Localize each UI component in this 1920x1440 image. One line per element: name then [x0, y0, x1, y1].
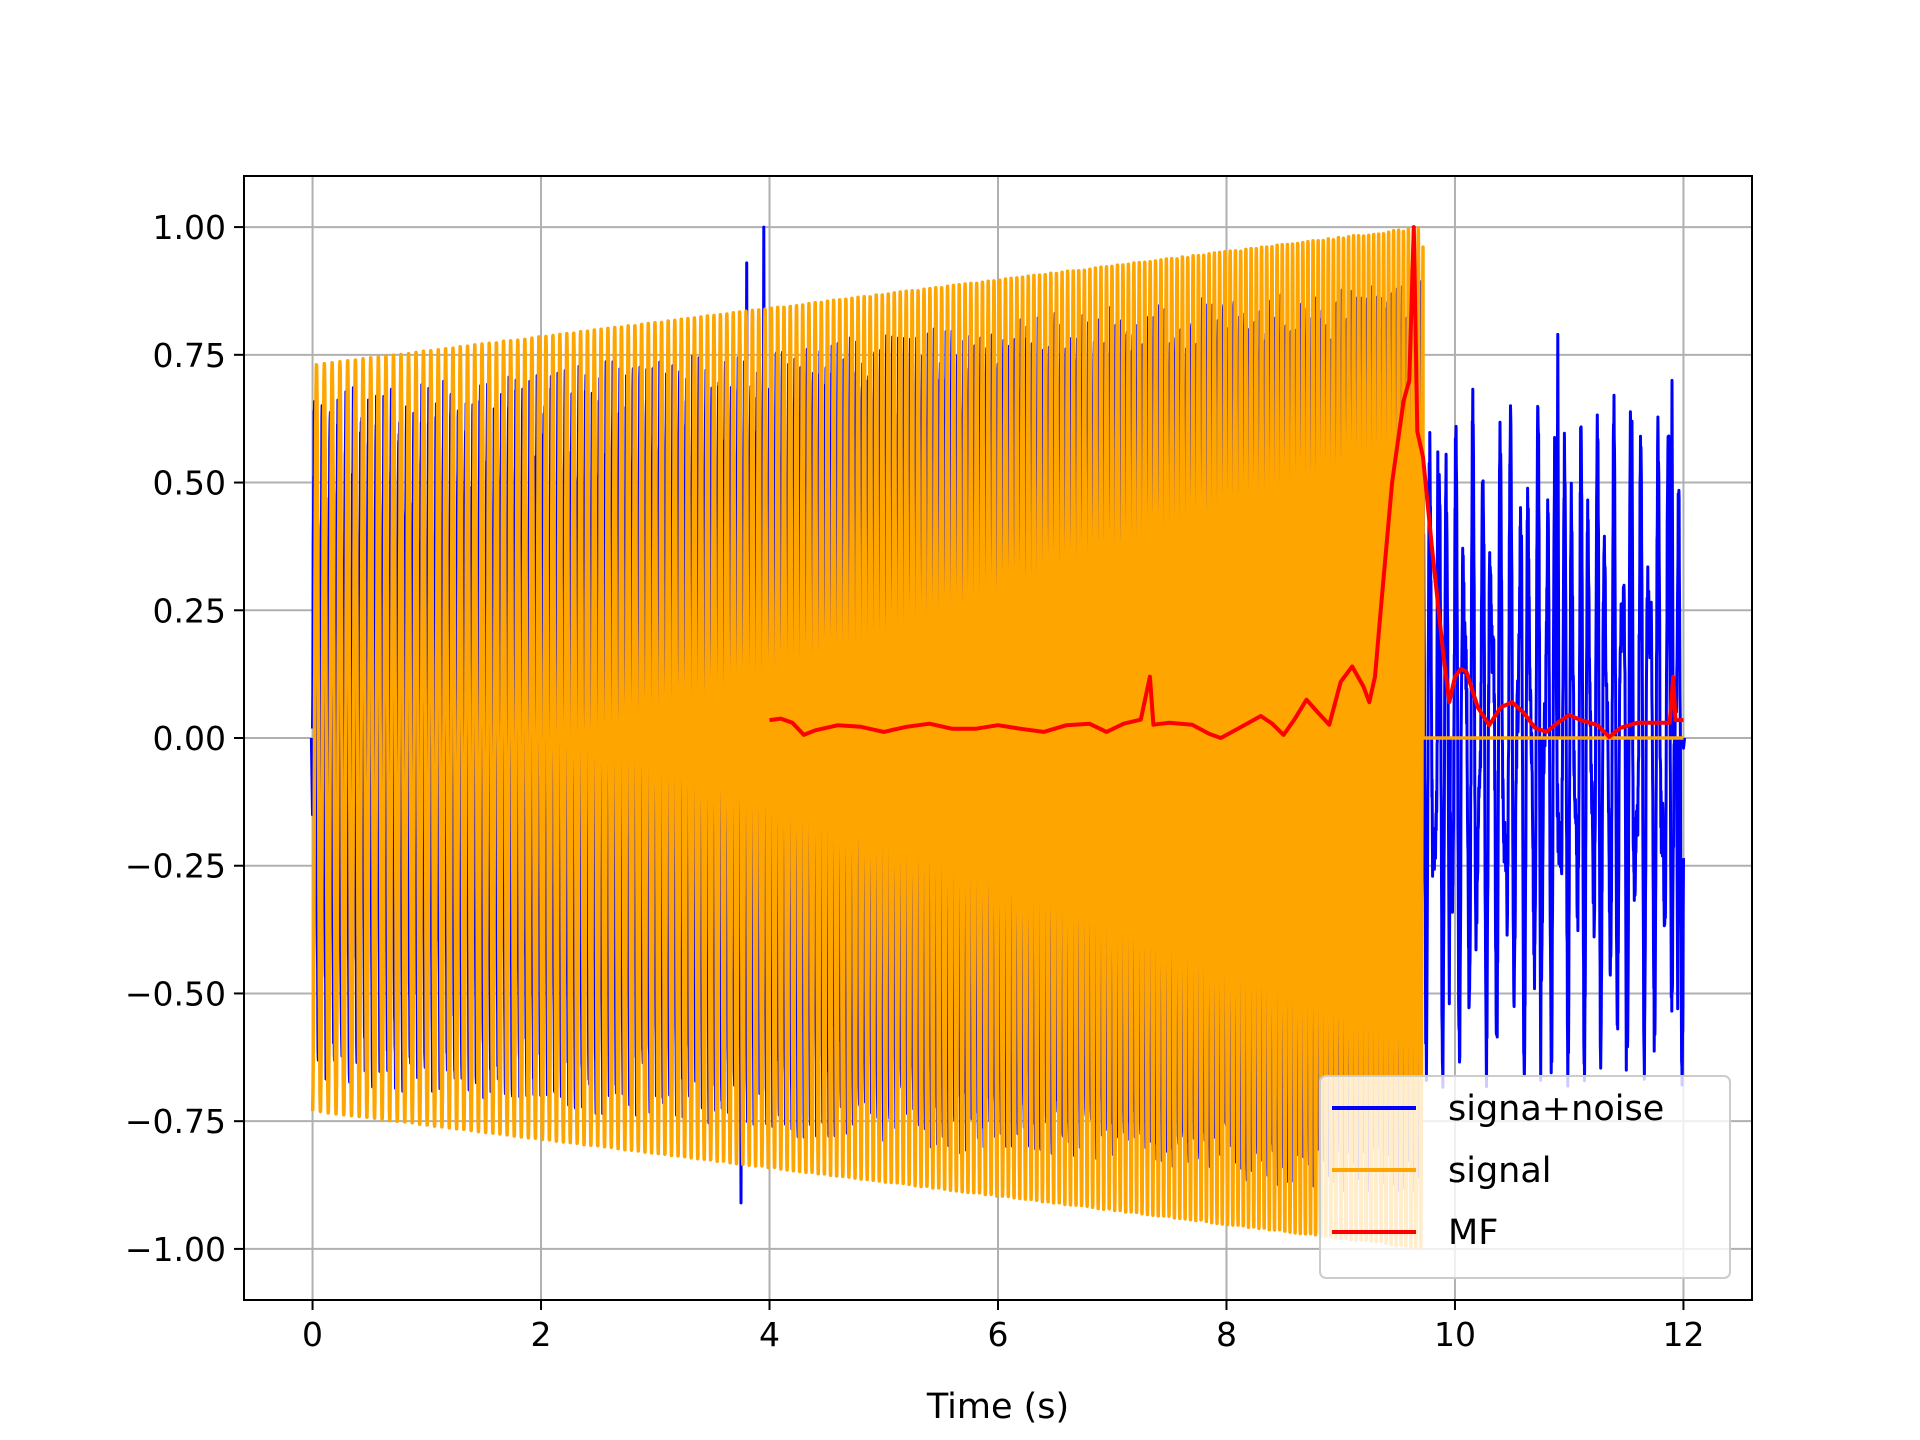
legend: signa+noise signal MF — [1319, 1075, 1731, 1279]
legend-label: signa+noise — [1448, 1089, 1664, 1129]
y-tick-label: −1.00 — [125, 1230, 226, 1269]
ticks: 0 2 4 6 8 10 12 1.00 0.75 0.50 0.25 0.00 −0.25 −0.50 −… — [125, 208, 1705, 1354]
x-tick-label: 0 — [302, 1315, 323, 1354]
y-tick-label: −0.25 — [125, 847, 226, 886]
series-signal-line — [310, 226, 1684, 1251]
series-mf-line — [769, 225, 1684, 740]
y-tick-label: 1.00 — [153, 208, 226, 247]
legend-label: signal — [1448, 1151, 1552, 1191]
x-tick-label: 4 — [759, 1315, 780, 1354]
legend-box — [1319, 1075, 1731, 1279]
y-tick-label: 0.00 — [153, 719, 226, 758]
y-tick-label: 0.75 — [153, 336, 226, 375]
y-tick-label: 0.50 — [153, 464, 226, 503]
y-tick-label: −0.75 — [125, 1102, 226, 1141]
x-tick-label: 8 — [1216, 1315, 1237, 1354]
x-tick-label: 12 — [1662, 1315, 1704, 1354]
x-tick-label: 2 — [531, 1315, 552, 1354]
x-axis-label: Time (s) — [926, 1387, 1069, 1427]
legend-label: MF — [1448, 1213, 1498, 1253]
series-layer — [309, 225, 1687, 1251]
x-tick-label: 10 — [1434, 1315, 1476, 1354]
y-tick-label: −0.50 — [125, 974, 226, 1013]
y-tick-label: 0.25 — [153, 591, 226, 630]
x-tick-label: 6 — [988, 1315, 1009, 1354]
